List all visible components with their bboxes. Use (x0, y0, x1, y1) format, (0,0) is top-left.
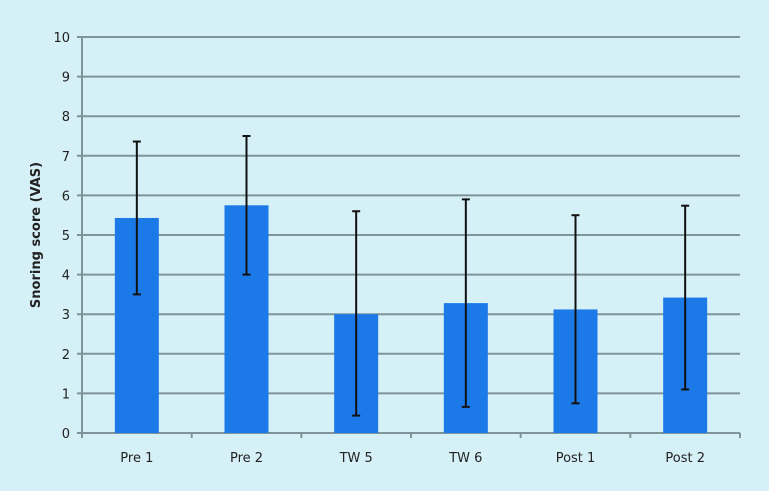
gridlines (77, 36, 741, 438)
error-bar (681, 204, 690, 391)
y-tick-label: 5 (62, 229, 70, 244)
error-bar (242, 135, 251, 276)
error-bar (132, 140, 141, 296)
error-bar (461, 198, 470, 408)
y-tick-label: 10 (53, 31, 70, 46)
y-tick-label: 9 (62, 71, 70, 86)
x-tick-label: Post 2 (665, 451, 705, 466)
y-tick-label: 2 (62, 348, 70, 363)
x-tick-label: Pre 2 (230, 451, 263, 466)
y-tick-label: 7 (62, 150, 70, 165)
x-axis-labels: Pre 1 Pre 2 TW 5 TW 6 Post 1 Post 2 (120, 451, 705, 466)
x-tick-label: TW 6 (448, 451, 482, 466)
y-tick-label: 6 (62, 189, 70, 204)
y-tick-label: 8 (62, 110, 70, 125)
y-axis-ticks: 0 1 2 3 4 5 6 7 8 9 10 (53, 31, 70, 442)
y-tick-label: 4 (62, 269, 70, 284)
error-bar (352, 210, 361, 417)
y-tick-label: 1 (62, 387, 70, 402)
x-tick-label: Pre 1 (120, 451, 153, 466)
x-tick-label: TW 5 (339, 451, 373, 466)
y-tick-label: 0 (62, 427, 70, 442)
error-bar (571, 214, 580, 405)
bars (114, 135, 708, 433)
y-tick-label: 3 (62, 308, 70, 323)
y-axis-title: Snoring score (VAS) (29, 162, 44, 308)
x-tick-label: Post 1 (556, 451, 596, 466)
